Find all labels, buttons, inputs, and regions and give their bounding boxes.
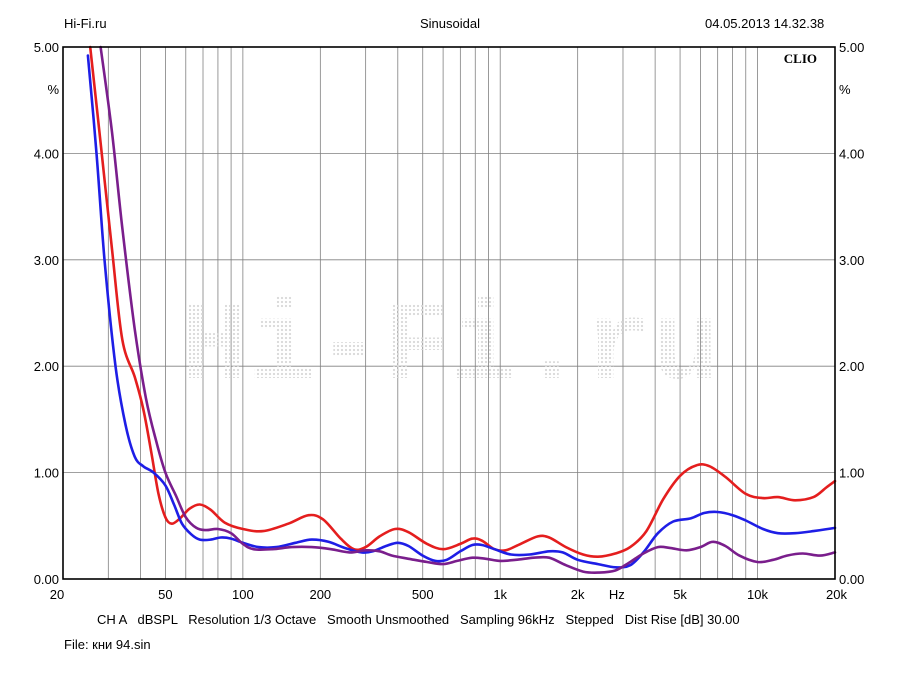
- x-unit-label: Hz: [609, 587, 625, 602]
- y-tick-label-right: 1.00: [839, 466, 864, 481]
- y-tick-label-left: 4.00: [34, 146, 59, 161]
- grid: [63, 47, 835, 579]
- y-tick-label-right: 0.00: [839, 572, 864, 587]
- x-tick-label: 100: [232, 587, 254, 602]
- y-tick-label-right: 4.00: [839, 146, 864, 161]
- y-tick-label-left: 2.00: [34, 359, 59, 374]
- series-line: [86, 54, 837, 569]
- y-tick-label-left: 3.00: [34, 253, 59, 268]
- y-unit-label-left: %: [47, 82, 59, 97]
- x-tick-label: 20k: [826, 587, 847, 602]
- y-tick-label-left: 0.00: [34, 572, 59, 587]
- x-tick-label: 5k: [673, 587, 687, 602]
- clio-brand-label: CLIO: [784, 51, 817, 66]
- y-axis-right: 0.00 1.00 2.00 3.00 4.00 5.00%: [839, 40, 864, 587]
- x-tick-label: 1k: [493, 587, 507, 602]
- header-site-label: Hi-Fi.ru: [64, 16, 107, 31]
- x-tick-label: 500: [412, 587, 434, 602]
- series-group: [86, 45, 837, 574]
- x-tick-label: 20: [50, 587, 64, 602]
- x-tick-label: 2k: [571, 587, 585, 602]
- file-name-line: File: кни 94.sin: [64, 637, 151, 652]
- measurement-settings-line: CH A dBSPL Resolution 1/3 Octave Smooth …: [97, 612, 740, 627]
- series-line: [88, 45, 837, 559]
- y-tick-label-right: 3.00: [839, 253, 864, 268]
- y-tick-label-left: 5.00: [34, 40, 59, 55]
- header-timestamp: 04.05.2013 14.32.38: [705, 16, 825, 31]
- x-axis: 20 50 100 200 500 1k 2k 5k 10k 20k Hz: [50, 587, 848, 602]
- y-tick-label-right: 5.00: [839, 40, 864, 55]
- header-measurement-type: Sinusoidal: [420, 16, 480, 31]
- y-unit-label-right: %: [839, 82, 851, 97]
- series-line: [99, 45, 837, 574]
- y-tick-label-right: 2.00: [839, 359, 864, 374]
- y-tick-label-left: 1.00: [34, 466, 59, 481]
- y-axis-left: 0.00 1.00 2.00 3.00 4.00 5.00%: [34, 40, 60, 587]
- x-tick-label: 50: [158, 587, 172, 602]
- x-tick-label: 10k: [747, 587, 768, 602]
- plot-frame: [62, 46, 836, 580]
- x-tick-label: 200: [309, 587, 331, 602]
- watermark: Hi-Fi.ru: [181, 285, 719, 412]
